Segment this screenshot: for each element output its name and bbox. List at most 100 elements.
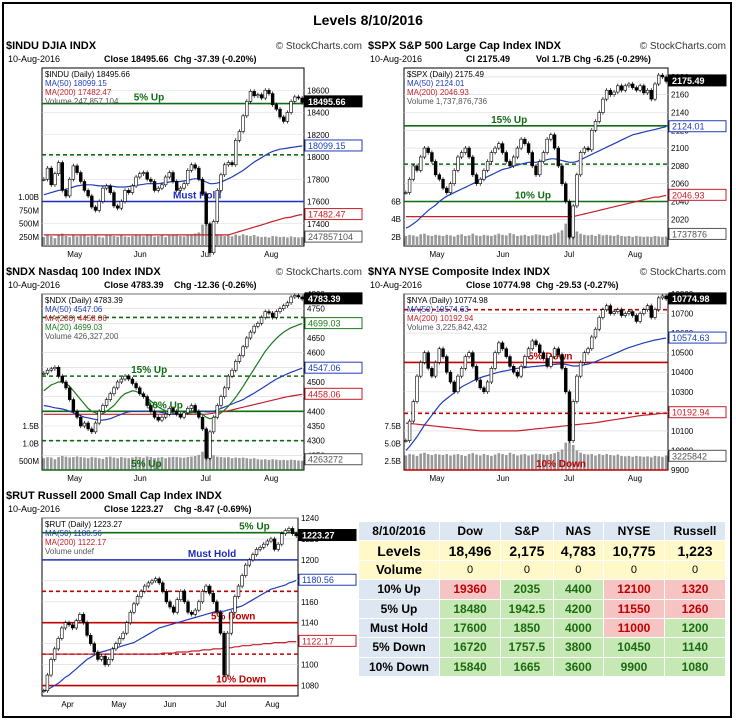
candle-body [459,368,464,377]
candle-body [82,422,87,427]
candle-body [112,387,116,395]
volume-bar [230,458,234,470]
candle-body [186,170,190,185]
chart-change: Vol 1.7B Chg -6.25 (-0.29%) [536,54,651,64]
candle-body [578,362,583,377]
candle-body [411,401,415,422]
legend-entry: $SPX (Daily) 2175.49 [407,70,484,79]
volume-bar [460,454,463,470]
value-tag-box [668,74,727,87]
candle-body [508,161,512,167]
candle-body [81,614,86,624]
x-tick-label: Jun [134,250,147,259]
candle-body [254,549,259,555]
volume-bar [138,457,142,470]
y-tick-label: 2040 [671,198,689,207]
table-cell: 0 [500,559,554,581]
candle-body [497,143,501,149]
level-label: 5% Up [239,522,270,533]
candle-body [419,362,423,377]
candle-body [160,184,164,189]
candle-body [42,178,46,181]
candle-body [152,181,157,191]
candle-body [278,108,282,118]
candle-body [634,315,639,322]
candle-body [597,317,601,330]
candle-body [193,405,197,412]
candle-body [593,121,598,131]
x-tick-label: Jul [201,250,211,259]
candle-body [263,311,267,318]
volume-bar [564,442,568,470]
volume-bar [501,234,504,246]
volume-bar [527,455,530,470]
candle-body [179,590,183,600]
volume-bar [190,456,193,470]
candle-body [101,187,105,202]
candle-body [160,416,164,421]
candle-body [523,356,527,367]
volume-bar [238,235,241,246]
level-label: Must Hold [173,191,221,202]
candle-body [493,352,497,369]
volume-bar [408,454,411,470]
candle-body [407,420,412,441]
value-tag: 2046.93 [672,190,705,200]
volume-bar [490,235,493,246]
volume-bar [256,459,260,470]
volume-bar [289,236,293,246]
volume-label: 500M [19,457,39,466]
candle-body [471,352,475,367]
volume-bar [204,213,208,246]
candle-body [430,152,434,162]
candle-body [463,147,468,153]
volume-bar [215,234,219,246]
volume-bar [271,236,274,246]
volume-bar [263,236,267,246]
y-tick-label: 17800 [307,175,330,184]
candle-body [171,606,176,613]
candle-body [92,643,96,653]
candle-body [263,89,267,99]
candle-body [123,190,127,202]
y-tick-label: 1140 [301,619,319,628]
volume-bar [653,455,657,470]
y-tick-label: 2100 [671,144,689,153]
volume-bar [612,455,616,470]
levels-table: 8/10/2016 Dow S&P NAS NYSE Russell Level… [358,520,726,678]
candle-body [467,352,471,357]
chart-watermark: © StockCharts.com [276,267,362,278]
y-tick-label: 4400 [307,407,325,416]
table-cell: 0 [552,559,604,581]
candle-body [549,134,553,140]
candle-body [117,638,122,644]
chart-header: $NDX Nasdaq 100 Index INDX [6,266,161,278]
chart-close: Close 1223.27 [104,504,164,514]
value-tag-box [304,361,363,374]
candle-body [419,156,423,171]
volume-bar [186,457,190,470]
volume-bar [160,457,164,470]
volume-bar [149,457,153,470]
candle-body [511,366,516,373]
value-tag: 4263272 [308,455,343,465]
volume-bar [478,455,482,470]
candle-body [627,311,631,314]
volume-bar [579,452,582,470]
volume-bar [568,434,571,470]
candle-body [82,181,87,191]
candle-body [296,295,301,298]
volume-bar [661,456,664,470]
volume-bar [627,235,631,246]
volume-bar [123,236,127,246]
candle-body [415,375,419,402]
volume-bar [649,457,653,470]
x-tick-label: Jun [164,700,177,709]
volume-bar [286,460,289,470]
volume-bar [282,459,286,470]
volume-bar [193,456,197,470]
candle-body [267,89,271,94]
y-tick-label: 4500 [307,378,325,387]
volume-bar [134,456,138,470]
candle-body [130,378,135,384]
